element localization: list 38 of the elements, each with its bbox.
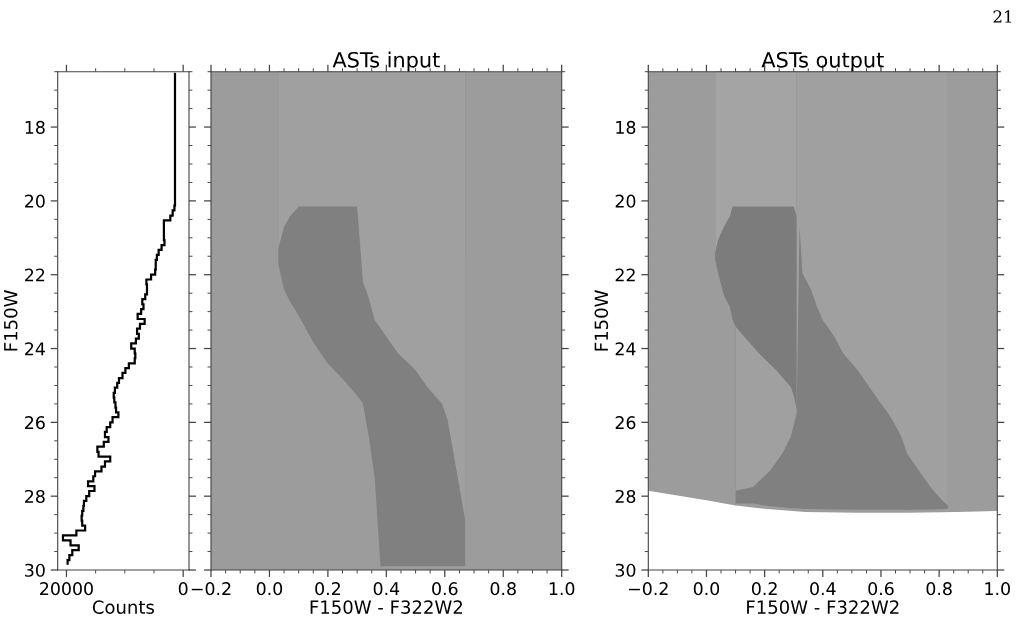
y-axis-title: F150W [3, 290, 18, 351]
x-tick-label: −0.2 [191, 582, 231, 596]
x-tick-label: 0 [178, 582, 188, 596]
x-axis-title: Counts [92, 600, 154, 614]
x-tick-label: 0.6 [432, 582, 458, 596]
x-tick-label: 1.0 [985, 582, 1010, 596]
y-tick-label: 18 [25, 120, 45, 134]
x-tick-label: 0.0 [693, 582, 720, 596]
x-tick-label: 0.0 [256, 582, 283, 596]
x-tick-label: 0.8 [926, 582, 952, 596]
x-tick-label: −0.2 [629, 582, 668, 596]
y-tick-label: 28 [615, 489, 636, 504]
x-tick-label: 0.2 [315, 582, 340, 596]
x-tick-label: 0.8 [490, 582, 516, 596]
y-tick-label: 30 [615, 563, 636, 577]
y-tick-label: 26 [615, 416, 636, 430]
chart-title: ASTs output [761, 51, 884, 72]
y-tick-label: 20 [25, 194, 45, 208]
y-axis-title: F150W [594, 290, 609, 351]
x-tick-label: 20000 [40, 582, 93, 596]
y-tick-label: 28 [25, 489, 45, 504]
x-axis-title: F150W - F322W2 [747, 600, 899, 614]
y-tick-label: 30 [25, 563, 45, 577]
x-axis-title: F150W - F322W2 [310, 600, 462, 614]
y-tick-label: 18 [616, 120, 636, 134]
y-tick-label: 24 [615, 342, 636, 356]
x-tick-label: 0.6 [868, 582, 894, 596]
text: 21 [993, 10, 1012, 23]
chart-title: ASTs input [332, 51, 440, 72]
y-tick-label: 20 [615, 194, 636, 208]
y-tick-label: 26 [25, 416, 45, 430]
x-tick-label: 0.4 [373, 582, 400, 596]
y-tick-label: 22 [25, 268, 45, 282]
x-tick-label: 0.4 [810, 582, 836, 596]
x-tick-label: 1.0 [549, 582, 575, 596]
y-tick-label: 22 [615, 268, 635, 282]
x-tick-label: 0.2 [751, 582, 777, 596]
y-tick-label: 24 [25, 342, 45, 356]
